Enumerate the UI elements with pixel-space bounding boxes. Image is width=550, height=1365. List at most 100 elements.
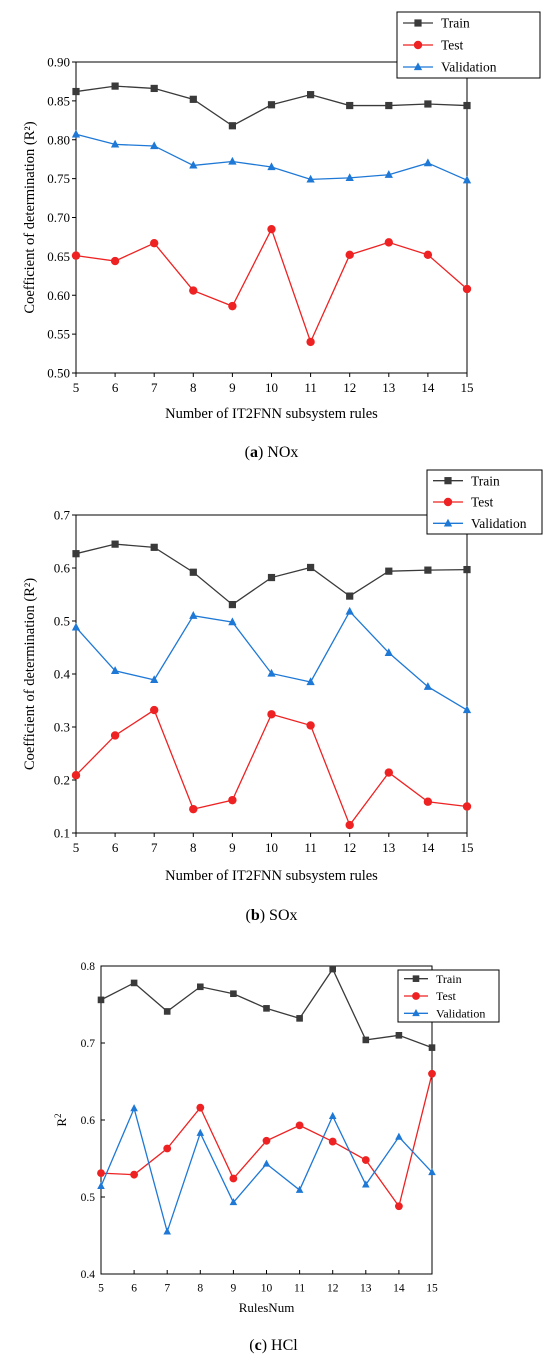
x-tick-label: 7: [164, 1283, 170, 1295]
y-tick-label: 0.65: [47, 249, 70, 264]
x-tick-label: 9: [229, 840, 236, 855]
caption-letter: b: [251, 907, 260, 924]
data-point-train: [163, 1008, 171, 1015]
data-point-train: [395, 1032, 403, 1039]
data-point-train: [463, 101, 471, 110]
data-point-validation: [189, 611, 198, 619]
data-point-train: [307, 91, 315, 99]
y-axis-label-text: R: [54, 1118, 69, 1127]
data-point-validation: [462, 705, 472, 714]
data-point-test: [71, 771, 81, 780]
data-point-train: [346, 101, 354, 110]
figure-caption: (c) HCl: [249, 1337, 298, 1354]
data-point-validation: [428, 1168, 436, 1176]
data-point-validation: [423, 682, 433, 690]
data-point-test: [228, 795, 237, 805]
y-tick-label: 0.2: [54, 773, 70, 788]
y-tick-label: 0.1: [54, 826, 70, 841]
x-tick-label: 10: [265, 840, 278, 855]
x-tick-label: 11: [294, 1283, 305, 1295]
data-point-validation: [295, 1185, 304, 1193]
data-point-validation: [130, 1104, 138, 1112]
x-tick-label: 6: [112, 380, 119, 395]
caption-close-paren: ): [258, 444, 267, 461]
legend-marker-validation: [412, 1009, 420, 1017]
data-point-test: [345, 820, 354, 830]
series-line-test: [75, 709, 468, 827]
data-point-train: [428, 1044, 436, 1051]
data-point-test: [71, 251, 81, 260]
data-point-validation: [345, 606, 354, 615]
data-point-validation: [150, 675, 159, 683]
y-axis-label: R2: [53, 1113, 69, 1127]
y-tick-label: 0.80: [47, 132, 70, 147]
x-tick-label: 6: [131, 1283, 137, 1295]
data-point-train: [97, 996, 105, 1004]
x-axis-label: RulesNum: [239, 1300, 295, 1315]
series-line-validation: [75, 610, 468, 711]
plot-frame: [75, 61, 468, 374]
series-train: [72, 82, 471, 130]
data-point-train: [150, 84, 158, 93]
data-point-validation: [262, 1159, 271, 1167]
data-point-test: [267, 224, 276, 234]
caption-text: SOx: [269, 907, 297, 924]
y-tick-label: 0.3: [54, 720, 70, 735]
data-point-validation: [71, 129, 81, 138]
data-point-test: [361, 1156, 370, 1164]
series-line-validation: [100, 1106, 433, 1234]
data-point-validation: [228, 617, 237, 626]
data-point-validation: [196, 1128, 205, 1136]
data-point-validation: [110, 139, 120, 148]
data-point-test: [110, 256, 120, 266]
plot-frame: [100, 965, 433, 1275]
x-tick-label: 7: [151, 380, 158, 395]
y-tick-label: 0.5: [81, 1192, 96, 1204]
legend-label-test: Test: [471, 495, 494, 510]
data-point-test: [306, 337, 315, 347]
data-point-validation: [306, 677, 315, 686]
caption-text: NOx: [267, 444, 298, 461]
data-point-train: [385, 101, 393, 110]
x-tick-label: 11: [304, 380, 317, 395]
data-point-test: [150, 238, 159, 248]
series-test: [71, 705, 472, 830]
data-point-train: [197, 983, 204, 991]
legend: Train Test Validation: [426, 469, 543, 535]
legend: Train Test Validation: [397, 969, 500, 1023]
caption-letter: c: [255, 1337, 262, 1354]
x-tick-label: 10: [265, 380, 278, 395]
caption-text: HCl: [271, 1337, 298, 1354]
data-point-train: [307, 563, 315, 572]
caption-open-paren: (: [245, 444, 250, 461]
data-point-train: [228, 600, 236, 609]
x-tick-label: 14: [421, 840, 435, 855]
x-tick-label: 13: [360, 1283, 372, 1295]
data-point-train: [267, 101, 276, 109]
x-tick-label: 13: [382, 380, 395, 395]
data-point-train: [189, 568, 197, 576]
data-point-test: [384, 768, 393, 777]
data-point-train: [189, 95, 197, 103]
legend-marker-train: [444, 477, 452, 485]
series-line-test: [75, 227, 468, 344]
y-axis-label: Coefficient of determination (R²): [22, 578, 38, 770]
y-tick-label: 0.50: [47, 366, 70, 381]
legend-label-test: Test: [436, 989, 456, 1003]
legend: Train Test Validation: [396, 11, 541, 79]
legend-label-test: Test: [441, 38, 464, 53]
y-tick-label: 0.6: [54, 561, 71, 576]
data-point-test: [110, 731, 120, 740]
x-tick-label: 15: [426, 1283, 438, 1295]
y-tick-label: 0.75: [47, 171, 70, 186]
data-point-train: [296, 1015, 303, 1022]
data-point-test: [423, 250, 433, 260]
data-point-test: [189, 804, 198, 814]
legend-marker-train: [412, 975, 420, 982]
y-axis-label: Coefficient of determination (R²): [22, 121, 38, 313]
data-point-validation: [150, 141, 159, 150]
data-point-train: [130, 979, 138, 987]
data-point-test: [97, 1169, 105, 1178]
data-point-test: [130, 1170, 139, 1179]
